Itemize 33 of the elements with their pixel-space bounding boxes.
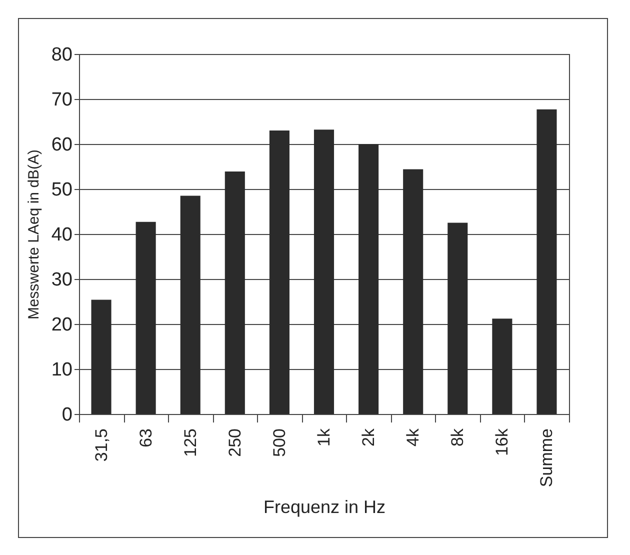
x-axis-title: Frequenz in Hz bbox=[263, 497, 386, 518]
bar bbox=[448, 222, 468, 414]
y-tick-label: 80 bbox=[51, 44, 72, 66]
x-tick-label: 31,5 bbox=[92, 428, 111, 462]
bar bbox=[136, 222, 156, 414]
y-tick-label: 70 bbox=[51, 90, 72, 110]
x-tick-label: 2k bbox=[359, 428, 378, 446]
bar bbox=[224, 171, 245, 414]
x-tick-label: 1k bbox=[314, 428, 334, 446]
bar bbox=[536, 109, 557, 414]
y-tick-label: 10 bbox=[51, 360, 72, 380]
bar bbox=[492, 318, 512, 414]
bar bbox=[180, 196, 200, 414]
x-tick-label: 63 bbox=[136, 428, 156, 448]
y-tick-label: 20 bbox=[51, 314, 72, 336]
x-tick-label: 250 bbox=[225, 428, 244, 457]
bar bbox=[269, 130, 290, 414]
y-tick-label: 50 bbox=[51, 180, 72, 200]
x-tick-label: 16k bbox=[492, 428, 512, 456]
y-tick-label: 40 bbox=[51, 224, 72, 246]
x-tick-label: Summe bbox=[537, 428, 556, 488]
bar bbox=[314, 130, 334, 414]
x-tick-label: 500 bbox=[270, 428, 289, 457]
x-tick-label: 8k bbox=[448, 428, 468, 446]
bar bbox=[403, 169, 424, 414]
y-tick-label: 30 bbox=[51, 270, 72, 290]
y-tick-label: 60 bbox=[51, 134, 72, 156]
y-tick-label: 0 bbox=[62, 404, 72, 426]
bar bbox=[358, 144, 379, 414]
x-tick-label: 125 bbox=[180, 428, 200, 457]
y-axis-title: Messwerte LAeq in dB(A) bbox=[25, 149, 42, 320]
bar bbox=[91, 300, 112, 414]
x-tick-label: 4k bbox=[404, 428, 423, 446]
